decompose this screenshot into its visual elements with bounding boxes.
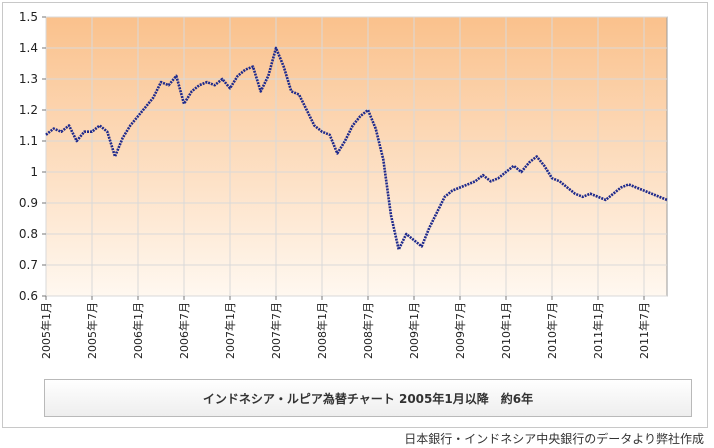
chart-caption-box: インドネシア・ルピア為替チャート 2005年1月以降 約6年 <box>44 379 692 417</box>
x-tick-label: 2006年1月 <box>131 302 145 359</box>
y-axis-ticks: 0.6 0.7 0.8 0.9 1 1.1 1.2 1.3 1.4 1.5 <box>19 10 46 303</box>
source-note: 日本銀行・インドネシア中央銀行のデータより弊社作成 <box>404 432 704 446</box>
y-tick-label: 1.2 <box>19 103 38 117</box>
y-tick-label: 1.5 <box>19 10 38 24</box>
x-tick-label: 2006年7月 <box>177 302 191 359</box>
x-tick-label: 2005年7月 <box>85 302 99 359</box>
x-tick-label: 2008年7月 <box>361 302 375 359</box>
x-axis-ticks: 2005年1月 2005年7月 2006年1月 2006年7月 2007年1月 2007年… <box>39 296 651 359</box>
x-tick-label: 2005年1月 <box>39 302 53 359</box>
y-tick-label: 0.9 <box>19 196 38 210</box>
x-tick-label: 2011年1月 <box>591 302 605 359</box>
gridlines <box>45 16 667 297</box>
y-tick-label: 1.1 <box>19 134 38 148</box>
x-tick-label: 2008年1月 <box>315 302 329 359</box>
x-tick-label: 2010年7月 <box>545 302 559 359</box>
y-tick-label: 1.4 <box>19 41 38 55</box>
y-tick-label: 1 <box>30 165 38 179</box>
x-tick-label: 2007年1月 <box>223 302 237 359</box>
y-tick-label: 0.7 <box>19 258 38 272</box>
y-tick-label: 1.3 <box>19 72 38 86</box>
x-tick-label: 2007年7月 <box>269 302 283 359</box>
chart-caption: インドネシア・ルピア為替チャート 2005年1月以降 約6年 <box>202 391 534 406</box>
x-tick-label: 2011年7月 <box>637 302 651 359</box>
y-tick-label: 0.6 <box>19 289 38 303</box>
x-tick-label: 2009年1月 <box>407 302 421 359</box>
y-tick-label: 0.8 <box>19 227 38 241</box>
idr-rate-line <box>45 46 668 251</box>
x-tick-label: 2009年7月 <box>453 302 467 359</box>
x-tick-label: 2010年1月 <box>499 302 513 359</box>
plot-area <box>45 16 668 297</box>
